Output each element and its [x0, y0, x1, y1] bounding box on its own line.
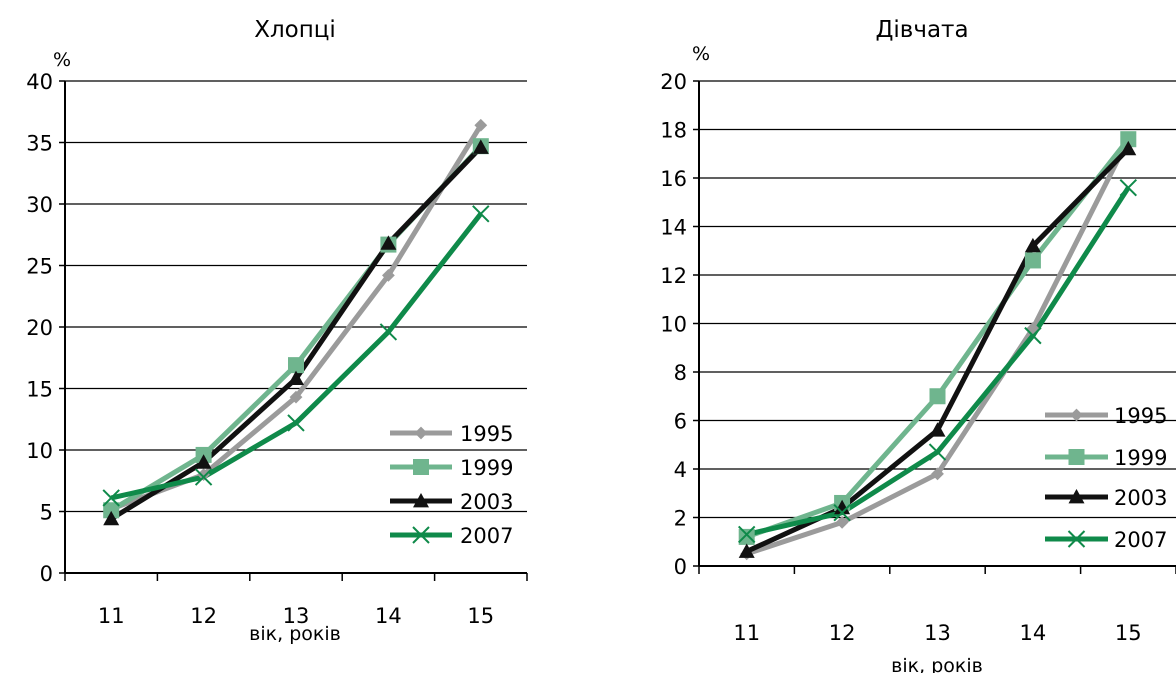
data-point-2007 [928, 443, 947, 461]
x-tick-label: 11 [733, 621, 760, 645]
data-point-2003 [1120, 140, 1137, 156]
data-point-1999 [103, 502, 120, 519]
data-point-1995 [289, 390, 303, 404]
series-line-1999 [109, 144, 483, 513]
chart-2: Дівчата% 0 2 4 6 8 10 12 14 16 18 20 11 12 13 14 15 вік, … [660, 17, 1176, 673]
legend-label-2007: 2007 [460, 524, 513, 548]
data-point-2007 [379, 323, 398, 341]
x-tick-label: 15 [1115, 621, 1142, 645]
x-axis-label: вік, років [891, 655, 983, 673]
x-tick-label: 11 [98, 604, 125, 628]
data-point-2003 [103, 510, 120, 526]
y-tick-label: 8 [674, 361, 687, 385]
y-tick-label: 25 [26, 255, 53, 279]
legend-marker-1995 [1070, 408, 1083, 422]
data-point-1999 [738, 528, 755, 545]
data-point-1999 [929, 388, 946, 405]
legend-label-1995: 1995 [1114, 404, 1167, 428]
legend-label-2003: 2003 [460, 490, 513, 514]
data-point-2007 [472, 205, 490, 223]
data-point-2003 [380, 235, 397, 250]
data-point-1995 [835, 515, 849, 529]
data-point-2003 [834, 499, 851, 515]
data-point-1995 [474, 118, 488, 132]
data-point-2003 [195, 454, 212, 469]
data-point-2003 [472, 139, 489, 154]
y-tick-label: 0 [674, 555, 687, 579]
x-tick-label: 15 [467, 604, 494, 628]
y-tick-label: 0 [40, 562, 53, 586]
data-point-2007 [1119, 178, 1138, 197]
data-point-2003 [929, 422, 946, 437]
y-tick-label: 5 [40, 501, 53, 525]
legend-label-1995: 1995 [460, 422, 513, 446]
data-point-1999 [1120, 131, 1137, 148]
legend-label-1999: 1999 [460, 456, 513, 480]
x-tick-label: 14 [1020, 621, 1047, 645]
y-tick-label: 18 [660, 119, 687, 143]
chart-title: Дівчата [875, 17, 968, 43]
legend-label-2007: 2007 [1114, 528, 1167, 552]
series-line-2007 [746, 186, 1131, 537]
y-tick-label: 12 [660, 264, 687, 288]
x-tick-label: 13 [283, 604, 310, 628]
data-point-2007 [737, 525, 756, 544]
y-tick-label: 14 [660, 216, 687, 240]
data-point-2007 [194, 468, 213, 486]
legend-label-1999: 1999 [1114, 446, 1167, 470]
y-tick-label: 20 [26, 316, 53, 340]
series-line-2003 [745, 147, 1131, 554]
x-tick-label: 14 [375, 604, 402, 628]
data-point-2003 [1024, 237, 1041, 253]
legend-marker-1999 [413, 459, 429, 475]
legend-marker-1995 [414, 426, 428, 440]
y-axis-unit-label: % [53, 49, 71, 71]
y-tick-label: 15 [26, 378, 53, 402]
data-point-1999 [288, 357, 304, 374]
chart-1: Хлопці% 0 5 10 15 20 25 30 35 40 11 12 13 14 15 вік, ро… [26, 17, 528, 645]
y-tick-label: 16 [660, 167, 687, 191]
data-point-2007 [102, 489, 120, 507]
y-tick-label: 2 [674, 507, 687, 531]
legend: 1995 1999 2003 2007 [390, 422, 513, 548]
y-tick-label: 20 [660, 70, 687, 94]
y-tick-label: 30 [26, 193, 53, 217]
x-tick-label: 12 [829, 621, 856, 645]
legend: 1995 1999 2003 2007 [1045, 404, 1167, 552]
y-tick-label: 40 [26, 70, 53, 94]
legend-marker-2007 [1067, 530, 1086, 548]
data-point-1995 [1026, 321, 1040, 335]
x-tick-label: 13 [924, 621, 951, 645]
y-tick-label: 10 [660, 313, 687, 337]
y-tick-label: 4 [674, 458, 687, 482]
data-point-1995 [931, 467, 944, 481]
legend-label-2003: 2003 [1114, 486, 1167, 510]
data-point-2007 [1024, 326, 1042, 345]
data-point-2007 [833, 503, 851, 522]
y-tick-label: 10 [26, 439, 53, 463]
data-point-2003 [738, 543, 755, 558]
x-tick-label: 12 [190, 604, 217, 628]
legend-marker-2007 [412, 526, 430, 544]
series-line-1995 [110, 123, 483, 512]
y-tick-label: 35 [26, 132, 53, 156]
y-tick-label: 6 [674, 410, 687, 434]
series-line-2007 [110, 212, 483, 501]
legend-marker-1999 [1068, 449, 1085, 465]
y-axis-unit-label: % [692, 43, 710, 65]
data-point-2007 [287, 414, 305, 432]
data-point-1995 [197, 468, 210, 481]
data-point-1999 [1024, 252, 1041, 269]
x-axis-label: вік, років [249, 623, 341, 645]
data-point-2003 [288, 370, 304, 386]
series-line-1995 [745, 138, 1131, 557]
chart-title: Хлопці [254, 17, 336, 43]
legend-marker-2003 [1068, 489, 1085, 504]
data-point-1995 [382, 268, 395, 282]
legend-marker-2003 [413, 493, 429, 508]
